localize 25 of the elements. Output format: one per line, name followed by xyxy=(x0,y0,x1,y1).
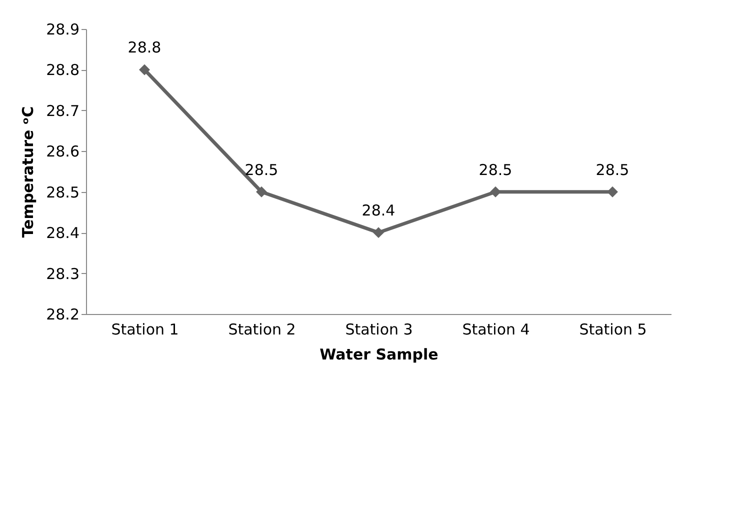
x-tick-label: Station 5 xyxy=(579,320,647,338)
y-tick-label: 28.4 xyxy=(46,224,80,242)
y-tick-label: 28.8 xyxy=(46,61,80,80)
data-label: 28.5 xyxy=(478,160,512,179)
x-tick-label: Station 4 xyxy=(462,320,530,338)
x-tick-label: Station 2 xyxy=(228,320,296,338)
x-tick-label: Station 3 xyxy=(345,320,413,338)
y-tick-label: 28.9 xyxy=(46,20,80,38)
point xyxy=(607,186,618,198)
point xyxy=(490,186,501,198)
data-label: 28.4 xyxy=(362,202,396,220)
data-label: 28.5 xyxy=(596,160,630,179)
point xyxy=(256,186,267,198)
x-tick-label: Station 1 xyxy=(111,320,179,338)
y-tick-label: 28.6 xyxy=(46,142,80,161)
y-tick-label: 28.7 xyxy=(46,102,80,120)
y-tick-label: 28.2 xyxy=(46,306,80,324)
y-tick-label: 28.5 xyxy=(46,183,80,202)
data-label: 28.5 xyxy=(244,160,278,179)
y-tick-label: 28.3 xyxy=(46,264,80,283)
point xyxy=(373,227,384,238)
data-label: 28.8 xyxy=(128,38,162,57)
point xyxy=(139,64,150,76)
y-axis-title: Temperature ᵒC xyxy=(19,106,38,238)
x-axis-title: Water Sample xyxy=(320,346,438,364)
